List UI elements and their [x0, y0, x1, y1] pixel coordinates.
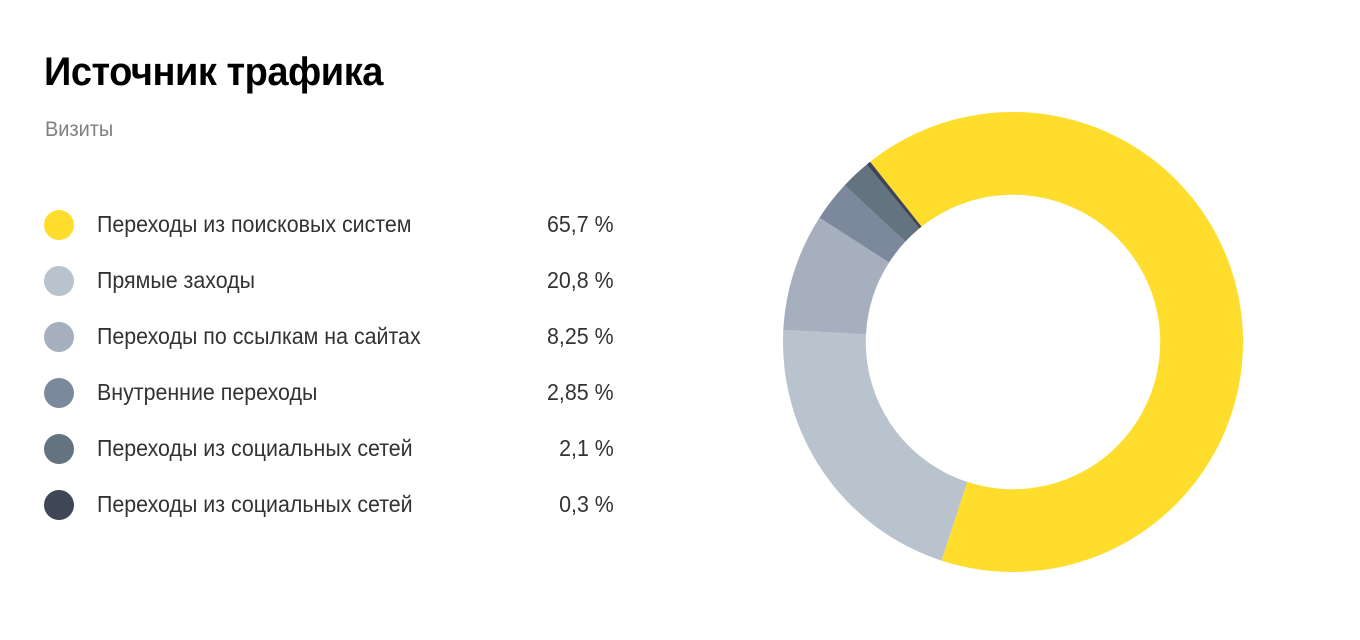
legend-value: 2,85 % — [547, 379, 614, 405]
legend-label: Внутренние переходы — [97, 379, 318, 405]
donut-chart — [783, 112, 1243, 572]
legend-color-dot-icon — [44, 322, 74, 352]
legend-color-dot-icon — [44, 434, 74, 464]
legend-item: Прямые заходы 20,8 % — [44, 256, 624, 312]
donut-segment — [844, 164, 920, 242]
legend-item: Переходы из поисковых систем 65,7 % — [44, 200, 624, 256]
legend-item: Внутренние переходы 2,85 % — [44, 368, 624, 424]
legend-item: Переходы из социальных сетей 0,3 % — [44, 480, 624, 536]
legend-color-dot-icon — [44, 210, 74, 240]
legend-color-dot-icon — [44, 266, 74, 296]
chart-subtitle: Визиты — [45, 118, 114, 141]
donut-segment — [819, 185, 906, 263]
legend-value: 20,8 % — [547, 267, 614, 293]
legend-value: 0,3 % — [559, 491, 614, 517]
chart-title: Источник трафика — [44, 50, 383, 94]
donut-segment — [783, 217, 890, 335]
legend-label: Переходы из социальных сетей — [97, 435, 413, 461]
legend-label: Переходы из поисковых систем — [97, 211, 412, 237]
legend-item: Переходы из социальных сетей 2,1 % — [44, 424, 624, 480]
legend-item: Переходы по ссылкам на сайтах 8,25 % — [44, 312, 624, 368]
donut-segment — [866, 161, 922, 229]
donut-segment — [870, 112, 1243, 572]
donut-segment — [783, 329, 968, 561]
legend-label: Прямые заходы — [97, 267, 255, 293]
legend-color-dot-icon — [44, 378, 74, 408]
legend-color-dot-icon — [44, 490, 74, 520]
legend-label: Переходы по ссылкам на сайтах — [97, 323, 421, 349]
donut-segments — [783, 112, 1243, 572]
legend-value: 2,1 % — [559, 435, 614, 461]
legend-label: Переходы из социальных сетей — [97, 491, 413, 517]
legend: Переходы из поисковых систем 65,7 % Прям… — [44, 200, 624, 536]
legend-value: 65,7 % — [547, 211, 614, 237]
legend-value: 8,25 % — [547, 323, 614, 349]
